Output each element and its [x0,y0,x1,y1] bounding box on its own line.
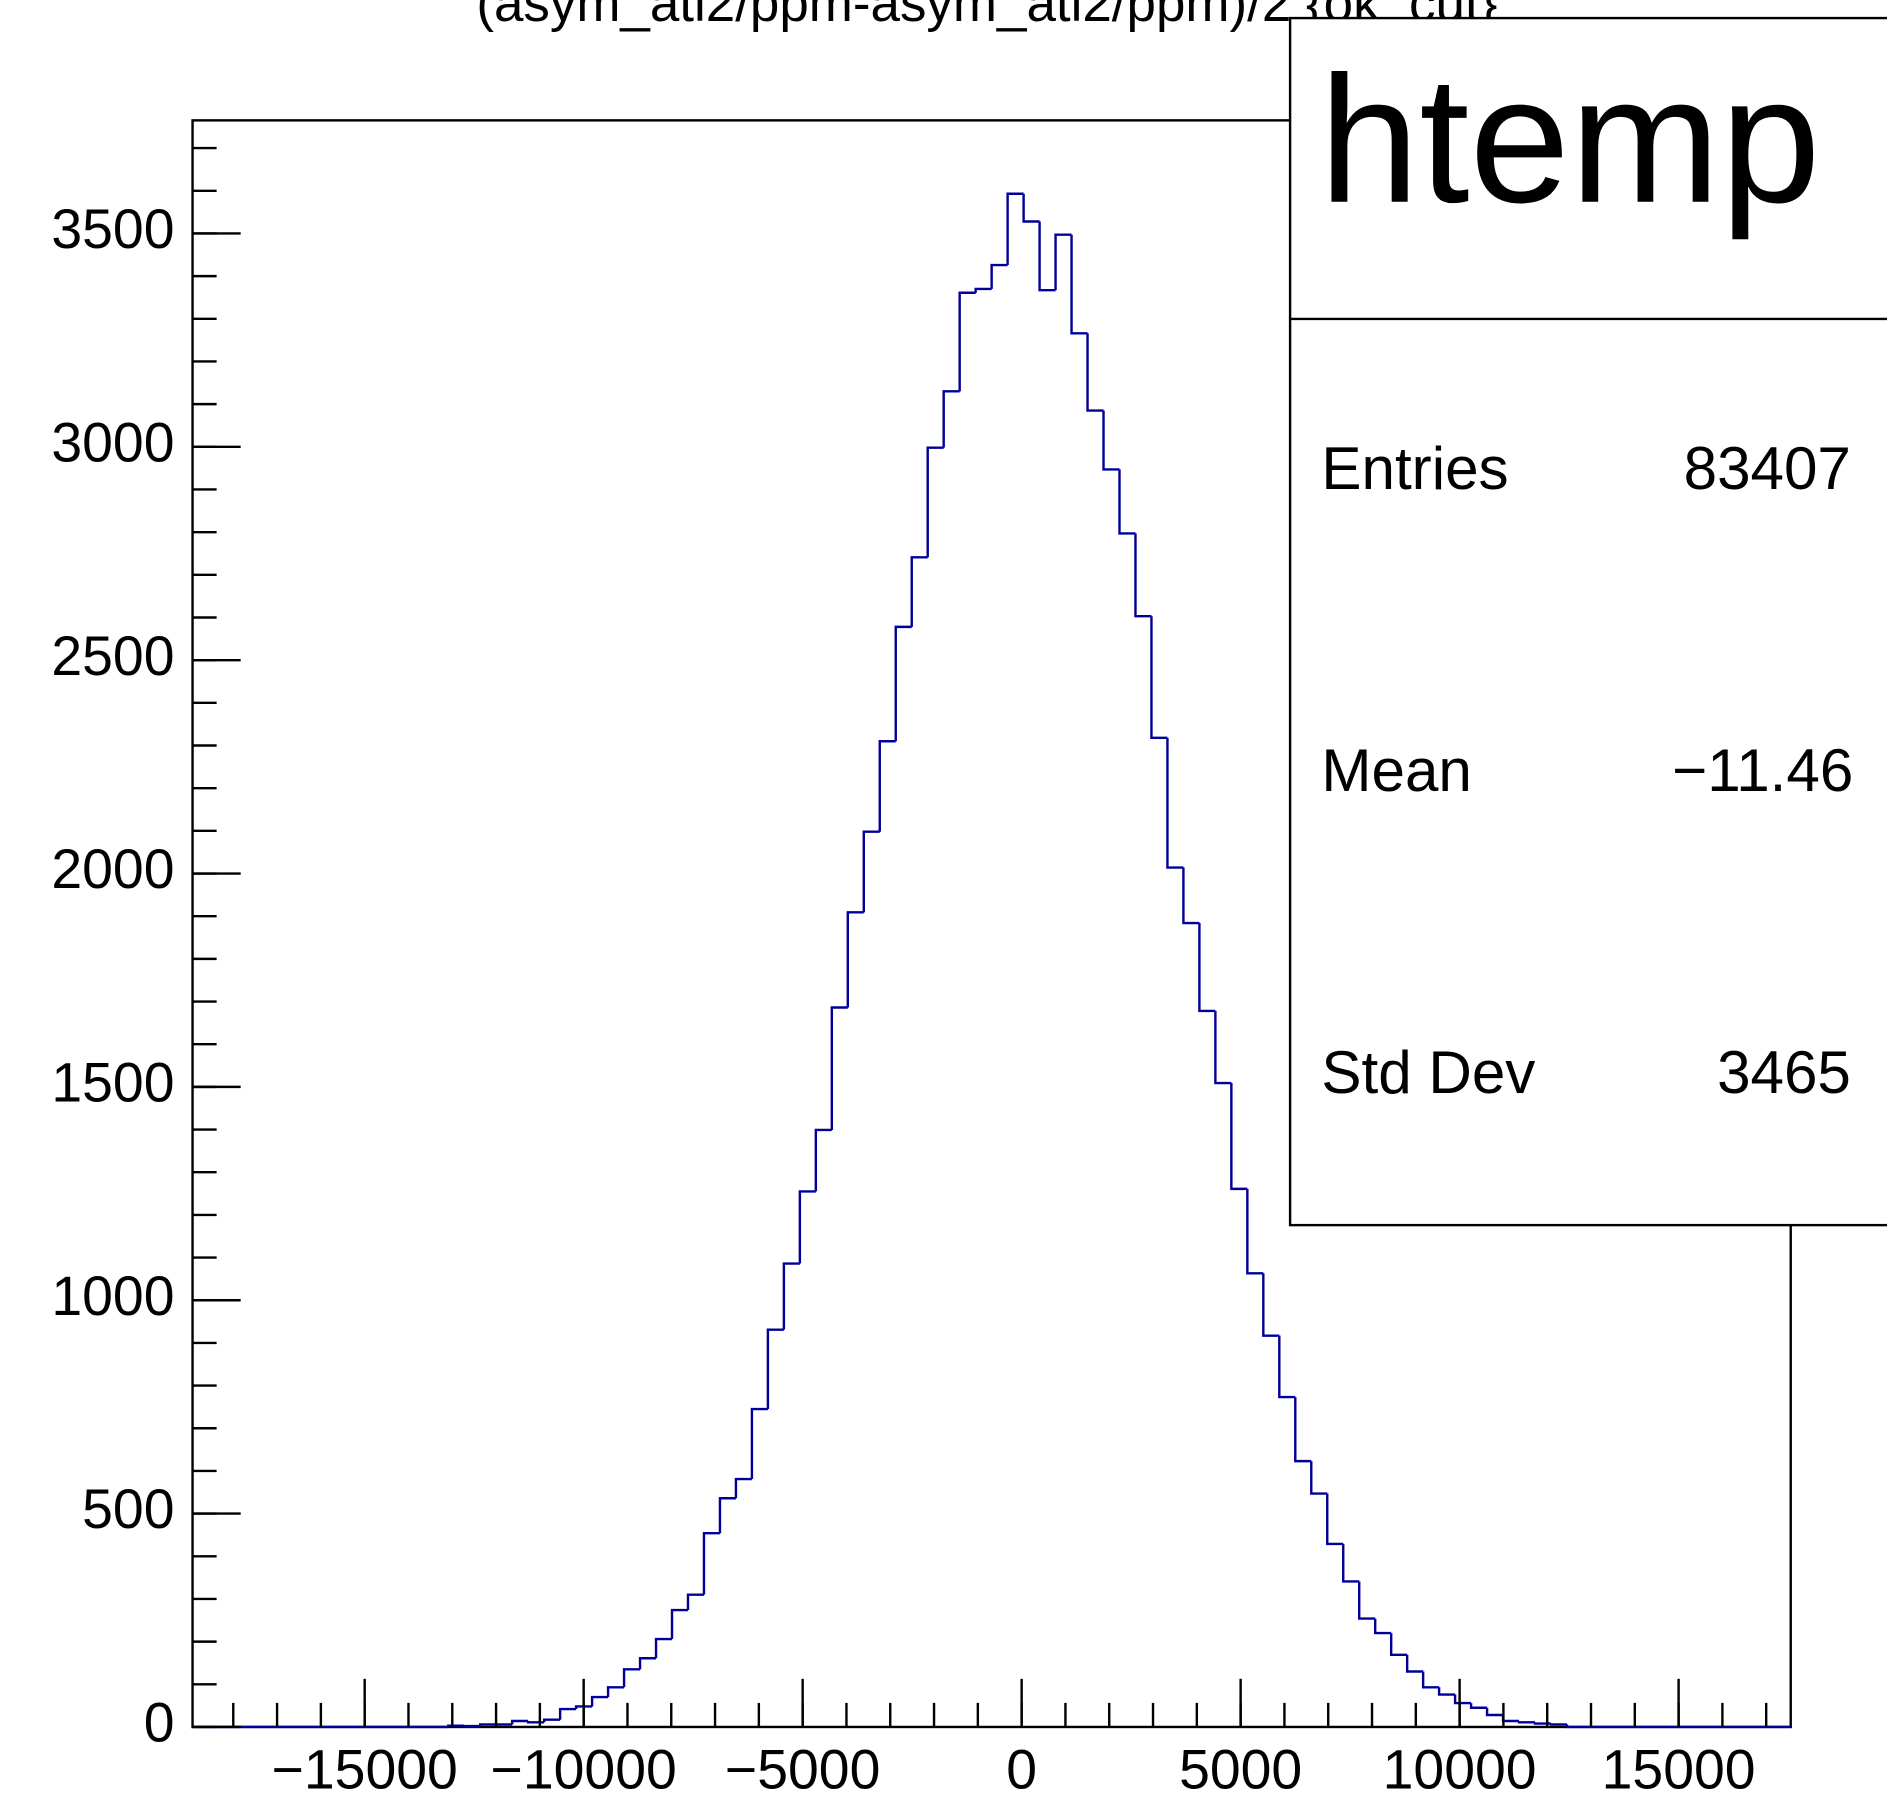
histogram-bin [910,556,928,627]
histogram-bin [926,446,944,558]
histogram-bin [1469,1703,1488,1709]
histogram-bin [479,1723,497,1727]
x-tick-label: −5000 [725,1739,880,1801]
x-tick-label: −15000 [272,1739,458,1801]
histogram-bin [766,1328,784,1410]
histogram-bin [574,1705,593,1710]
histogram-bin [526,1720,545,1724]
histogram-bin [1373,1618,1392,1635]
y-tick-label: 2500 [51,625,174,687]
histogram-bin [1166,737,1184,869]
stats-box: htemp Entries 83407 Mean −11.46 Std Dev … [1288,16,1887,1227]
y-tick-label: 3500 [51,198,174,260]
histogram-bin [1565,1724,1583,1729]
histogram-bin [1549,1723,1567,1726]
histogram-bin [990,263,1008,289]
histogram-bin [558,1707,577,1720]
histogram-bin [1533,1722,1551,1725]
histogram-bin [1358,1581,1376,1620]
histogram-bin [1294,1397,1312,1463]
y-tick-label: 3000 [51,411,174,473]
histogram-bin [974,287,992,293]
histogram-bin [1501,1715,1520,1723]
histogram-bin [1006,192,1024,266]
histogram-bin [958,291,976,392]
x-tick-label: 0 [1006,1739,1037,1801]
y-tick-label: 0 [144,1692,175,1754]
histogram-bin [1326,1493,1344,1546]
stats-label: Std Dev [1321,1039,1535,1106]
x-tick-label: −10000 [491,1739,677,1801]
histogram-bin [1150,616,1168,740]
histogram-bin [654,1637,673,1659]
histogram-bin [1054,233,1072,291]
histogram-bin [1342,1543,1360,1583]
histogram-bin [1182,867,1200,925]
histogram-bin [878,740,896,832]
histogram-bin [1102,410,1120,471]
stats-value: 3465 [1717,1039,1851,1106]
histogram-bin [1389,1633,1408,1657]
histogram-bin [1070,234,1088,335]
histogram-bin [702,1532,720,1595]
histogram-bin [1421,1671,1440,1689]
histogram-bin [542,1718,561,1723]
histogram-bin [1134,533,1152,618]
stats-value: −11.46 [1672,737,1853,804]
histogram-bin [670,1608,688,1640]
stats-frame [1288,16,1887,1227]
histogram-bin [1485,1707,1504,1717]
histogram-bin [782,1262,800,1330]
histogram-bin [798,1190,816,1264]
histogram-bin [590,1695,609,1707]
histogram-bin [894,625,912,742]
histogram-bin [1405,1654,1424,1673]
stats-title: htemp [1319,40,1821,241]
histogram-bin [862,830,880,913]
histogram-bin [1437,1687,1456,1696]
histogram-bin [686,1593,704,1611]
histogram-bin [1246,1188,1264,1275]
histogram-bin [1038,221,1056,292]
y-tick-label: 1500 [51,1052,174,1114]
x-tick-label: 5000 [1179,1739,1302,1801]
y-tick-label: 1000 [51,1265,174,1327]
y-tick-label: 500 [82,1478,174,1540]
x-tick-label: 15000 [1602,1739,1756,1801]
histogram-bin [622,1668,641,1688]
stats-label: Entries [1321,435,1508,502]
histogram-bin [814,1128,832,1192]
histogram-bin [1198,923,1216,1013]
histogram-bin [1230,1083,1248,1191]
histogram-bin [718,1497,736,1534]
histogram-bin [510,1719,529,1725]
y-tick-label: 2000 [51,838,174,900]
histogram-bin [830,1006,848,1130]
histogram-bin [1118,469,1136,535]
histogram-bin [1022,193,1040,223]
stats-label: Mean [1321,737,1471,804]
histogram-bin [606,1686,625,1698]
histogram-bin [1278,1335,1296,1399]
histogram-bin [1086,333,1104,412]
histogram-bin [1262,1273,1280,1337]
histogram-bin [447,1724,465,1727]
x-tick-label: 10000 [1383,1739,1537,1801]
histogram-bin [942,390,960,448]
histogram-bin [1214,1010,1232,1085]
histogram-bin [638,1657,657,1670]
histogram-bin [1453,1694,1472,1705]
plot-area [192,192,1791,1729]
histogram-bin [1310,1461,1328,1495]
stats-value: 83407 [1684,435,1851,502]
histogram-bin [750,1407,768,1480]
histogram-bin [846,911,864,1008]
histogram-bin [734,1477,752,1499]
histogram-bin [1517,1720,1536,1724]
